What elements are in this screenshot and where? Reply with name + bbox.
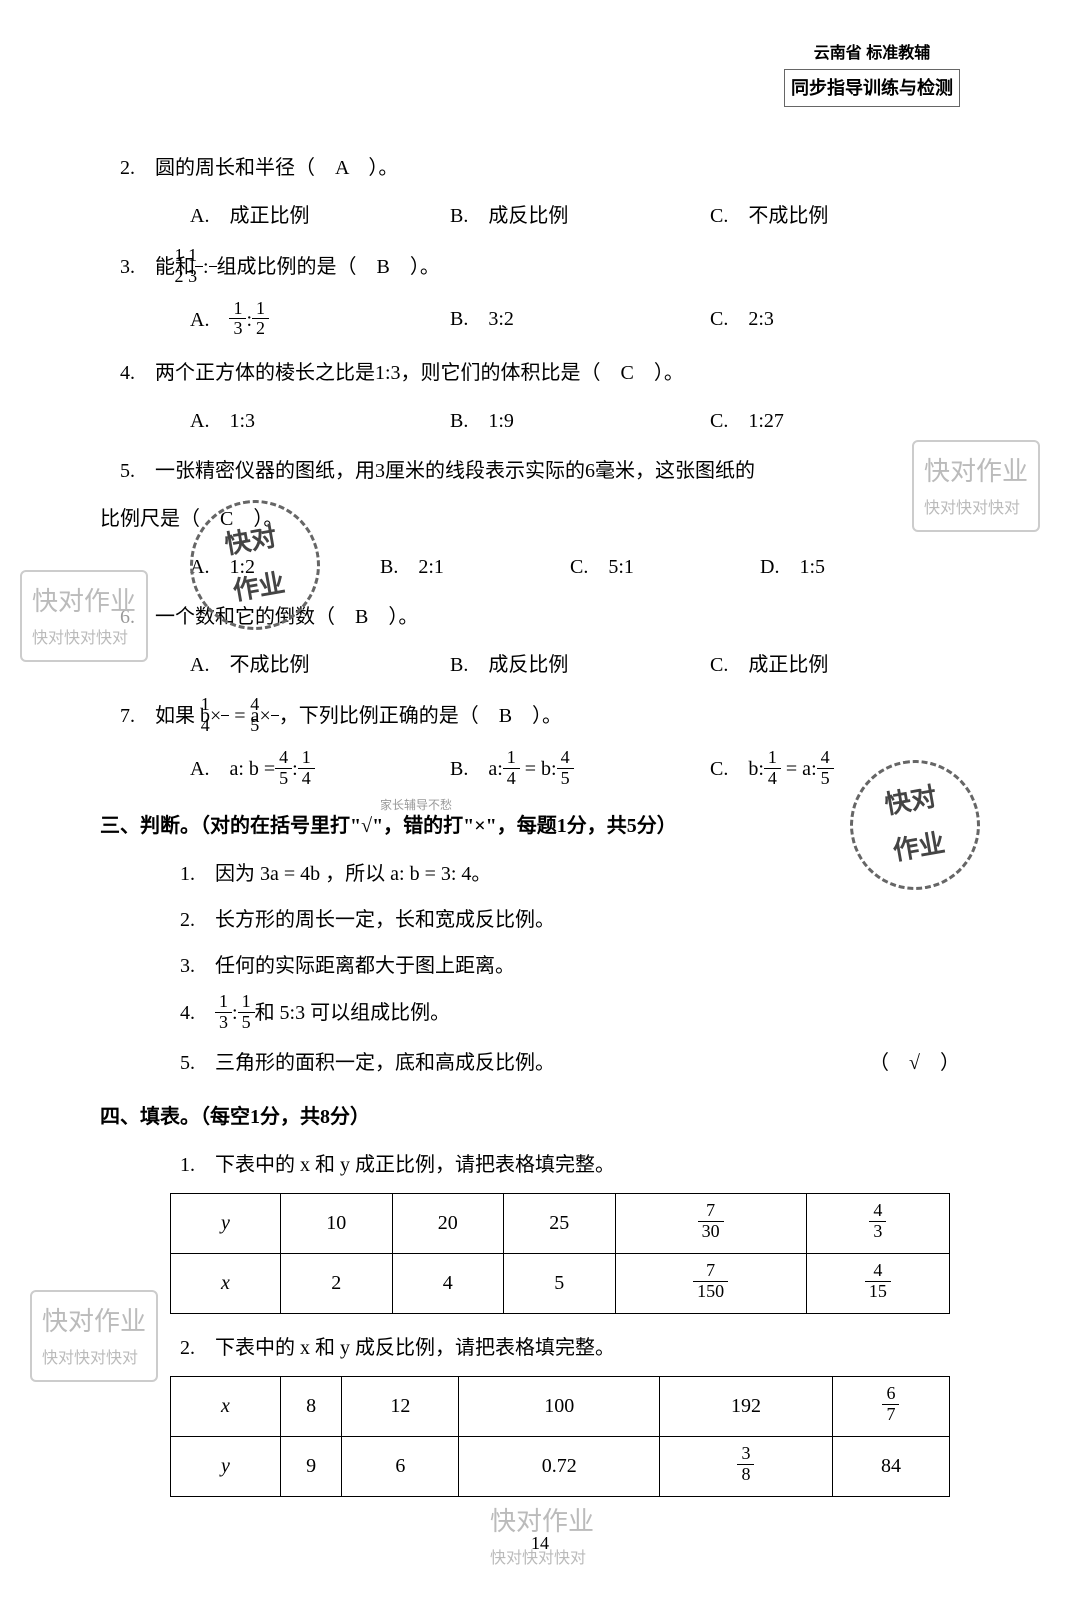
t1r1c4: 7150: [615, 1253, 806, 1313]
t1r0c0: y: [171, 1193, 281, 1253]
t2r0c1: 8: [281, 1376, 342, 1436]
t2r1c1: 9: [281, 1436, 342, 1496]
t2r1c0: y: [171, 1436, 281, 1496]
t2r1c2: 6: [342, 1436, 459, 1496]
t1r1c2: 4: [392, 1253, 504, 1313]
j3: 3. 任何的实际距离都大于图上距离。: [100, 948, 980, 984]
q3-prefix: 3. 能和: [120, 256, 195, 278]
q2-opt-c: C. 不成比例: [710, 198, 970, 234]
table-1: y10202573043 x2457150415: [170, 1193, 950, 1314]
t1r0c4: 730: [615, 1193, 806, 1253]
t2r0c4: 192: [660, 1376, 833, 1436]
page-header: 云南省 标准教辅 同步指导训练与检测: [784, 40, 960, 107]
brand-label: 云南省 标准教辅: [784, 40, 960, 69]
q3-opt-c: C. 2:3: [710, 301, 970, 342]
q4-stem: 4. 两个正方体的棱长之比是1:3，则它们的体积比是（ C ）。: [100, 355, 980, 391]
watermark-1: 快对作业快对快对快对: [20, 570, 148, 662]
t1r0c1: 10: [281, 1193, 393, 1253]
j4: 4. 13:15和 5:3 可以组成比例。: [100, 994, 980, 1035]
t1r0c3: 25: [504, 1193, 616, 1253]
q6-opt-a: A. 不成比例: [190, 647, 450, 683]
t2r0c5: 67: [832, 1376, 949, 1436]
table-row: y960.723884: [171, 1436, 950, 1496]
watermark-2: 快对作业快对快对快对: [912, 440, 1040, 532]
t1-title: 1. 下表中的 x 和 y 成正比例，请把表格填完整。: [100, 1147, 980, 1183]
q3-frac2: 13: [209, 246, 217, 287]
q7-opt-a: A. a: b =45:14: [190, 750, 450, 791]
t2r0c2: 12: [342, 1376, 459, 1436]
t1r1c5: 415: [806, 1253, 949, 1313]
table-row: x2457150415: [171, 1253, 950, 1313]
t2r0c0: x: [171, 1376, 281, 1436]
t1r0c2: 20: [392, 1193, 504, 1253]
tiny-note: 家长辅导不愁: [380, 795, 452, 817]
q6-opt-c: C. 成正比例: [710, 647, 970, 683]
q7-opt-b: B. a:14 = b:45: [450, 750, 710, 791]
q6-options: A. 不成比例 B. 成反比例 C. 成正比例: [100, 647, 980, 683]
q6-opt-b: B. 成反比例: [450, 647, 710, 683]
q5-opt-d: D. 1:5: [760, 549, 950, 585]
t2r1c4: 38: [660, 1436, 833, 1496]
watermark-3: 快对作业快对快对快对: [30, 1290, 158, 1382]
j2: 2. 长方形的周长一定，长和宽成反比例。: [100, 902, 980, 938]
q7-options: A. a: b =45:14 B. a:14 = b:45 C. b:14 = …: [100, 750, 980, 791]
table-row: y10202573043: [171, 1193, 950, 1253]
j5-answer: （ √ ）: [869, 1045, 960, 1081]
j5: 5. 三角形的面积一定，底和高成反比例。 （ √ ）: [100, 1045, 980, 1081]
t2r1c5: 84: [832, 1436, 949, 1496]
q3-opt-b: B. 3:2: [450, 301, 710, 342]
t2r0c3: 100: [459, 1376, 660, 1436]
q4-opt-b: B. 1:9: [450, 403, 710, 439]
watermark-4: 快对作业快对快对快对: [480, 1492, 604, 1580]
q5-opt-c: C. 5:1: [570, 549, 760, 585]
q7-stem: 7. 如果 b×14 = a×45，下列比例正确的是（ B ）。: [100, 697, 980, 738]
q4-opt-a: A. 1:3: [190, 403, 450, 439]
table-2: x81210019267 y960.723884: [170, 1376, 950, 1497]
q2-opt-b: B. 成反比例: [450, 198, 710, 234]
q2-stem: 2. 圆的周长和半径（ A ）。: [100, 150, 980, 186]
content-area: 2. 圆的周长和半径（ A ）。 A. 成正比例 B. 成反比例 C. 不成比例…: [100, 150, 980, 1559]
q5-opt-b: B. 2:1: [380, 549, 570, 585]
q4-opt-c: C. 1:27: [710, 403, 970, 439]
q2-opt-a: A. 成正比例: [190, 198, 450, 234]
section-4-title: 四、填表。（每空1分，共8分）: [100, 1099, 980, 1135]
t1r1c0: x: [171, 1253, 281, 1313]
q3-suffix: 组成比例的是（ B ）。: [217, 256, 440, 278]
t2r1c3: 0.72: [459, 1436, 660, 1496]
t1r1c3: 5: [504, 1253, 616, 1313]
q5-stem-l1: 5. 一张精密仪器的图纸，用3厘米的线段表示实际的6毫米，这张图纸的: [100, 453, 980, 489]
t2-title: 2. 下表中的 x 和 y 成反比例，请把表格填完整。: [100, 1330, 980, 1366]
series-label: 同步指导训练与检测: [784, 69, 960, 107]
q3-opt-a: A. 13:12: [190, 301, 450, 342]
q2-options: A. 成正比例 B. 成反比例 C. 不成比例: [100, 198, 980, 234]
section-3-title: 三、判断。（对的在括号里打"√"，错的打"×"，每题1分，共5分）: [100, 808, 980, 844]
q3-stem: 3. 能和12:13组成比例的是（ B ）。: [100, 248, 980, 289]
table-row: x81210019267: [171, 1376, 950, 1436]
q4-options: A. 1:3 B. 1:9 C. 1:27: [100, 403, 980, 439]
t1r1c1: 2: [281, 1253, 393, 1313]
j1: 1. 因为 3a = 4b ，所以 a: b = 3: 4。: [100, 856, 980, 892]
q3-options: A. 13:12 B. 3:2 C. 2:3: [100, 301, 980, 342]
t1r0c5: 43: [806, 1193, 949, 1253]
